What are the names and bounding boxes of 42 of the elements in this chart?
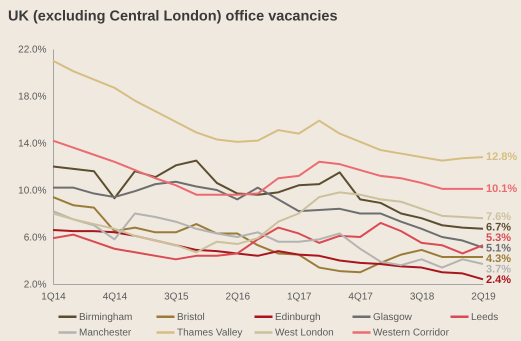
legend-label: Leeds xyxy=(471,312,498,323)
x-tick-label: 1Q17 xyxy=(286,292,312,302)
data-label: 4.3% xyxy=(486,253,512,266)
y-tick-label: 18.0% xyxy=(18,92,47,102)
x-tick-label: 2Q16 xyxy=(226,292,250,302)
data-label: 6.7% xyxy=(486,222,512,234)
data-label: 2.4% xyxy=(486,274,512,286)
line-series xyxy=(52,60,484,162)
y-tick-label: 2.0% xyxy=(24,280,47,290)
line-series xyxy=(52,210,484,269)
data-label: 5.3% xyxy=(486,232,512,244)
data-label: 5.1% xyxy=(486,242,512,255)
x-tick-label: 3Q18 xyxy=(410,292,435,302)
line-series xyxy=(52,196,484,274)
legend-label: Thames Valley xyxy=(177,328,242,338)
x-tick-label: 4Q17 xyxy=(348,292,374,302)
line-series xyxy=(52,191,484,254)
line-series xyxy=(52,160,484,230)
legend-label: Edinburgh xyxy=(275,312,321,323)
legend-label: West London xyxy=(275,328,334,338)
line-series xyxy=(52,140,484,196)
legend-label: Birmingham xyxy=(79,312,132,323)
line-series xyxy=(52,180,484,249)
y-tick-label: 22.0% xyxy=(18,44,47,56)
legend-label: Glasgow xyxy=(373,312,413,323)
line-series xyxy=(52,228,484,280)
y-tick-label: 10.0% xyxy=(18,186,47,196)
legend-label: Bristol xyxy=(177,312,205,323)
legend-label: Western Corridor xyxy=(373,328,450,338)
x-tick-label: 1Q14 xyxy=(41,292,66,302)
x-tick-label: 4Q14 xyxy=(102,292,128,302)
chart-title: UK (excluding Central London) office vacancies xyxy=(8,8,338,24)
x-tick-label: 2Q19 xyxy=(471,292,496,302)
data-label: 7.6% xyxy=(486,211,512,224)
y-tick-label: 6.0% xyxy=(24,232,47,244)
y-tick-label: 14.0% xyxy=(18,138,47,150)
line-series xyxy=(52,222,484,260)
legend-label: Manchester xyxy=(79,328,132,338)
data-label: 3.7% xyxy=(486,264,512,276)
data-label: 12.8% xyxy=(486,151,518,164)
x-tick-label: 3Q15 xyxy=(164,292,190,302)
data-label: 10.1% xyxy=(486,182,518,195)
